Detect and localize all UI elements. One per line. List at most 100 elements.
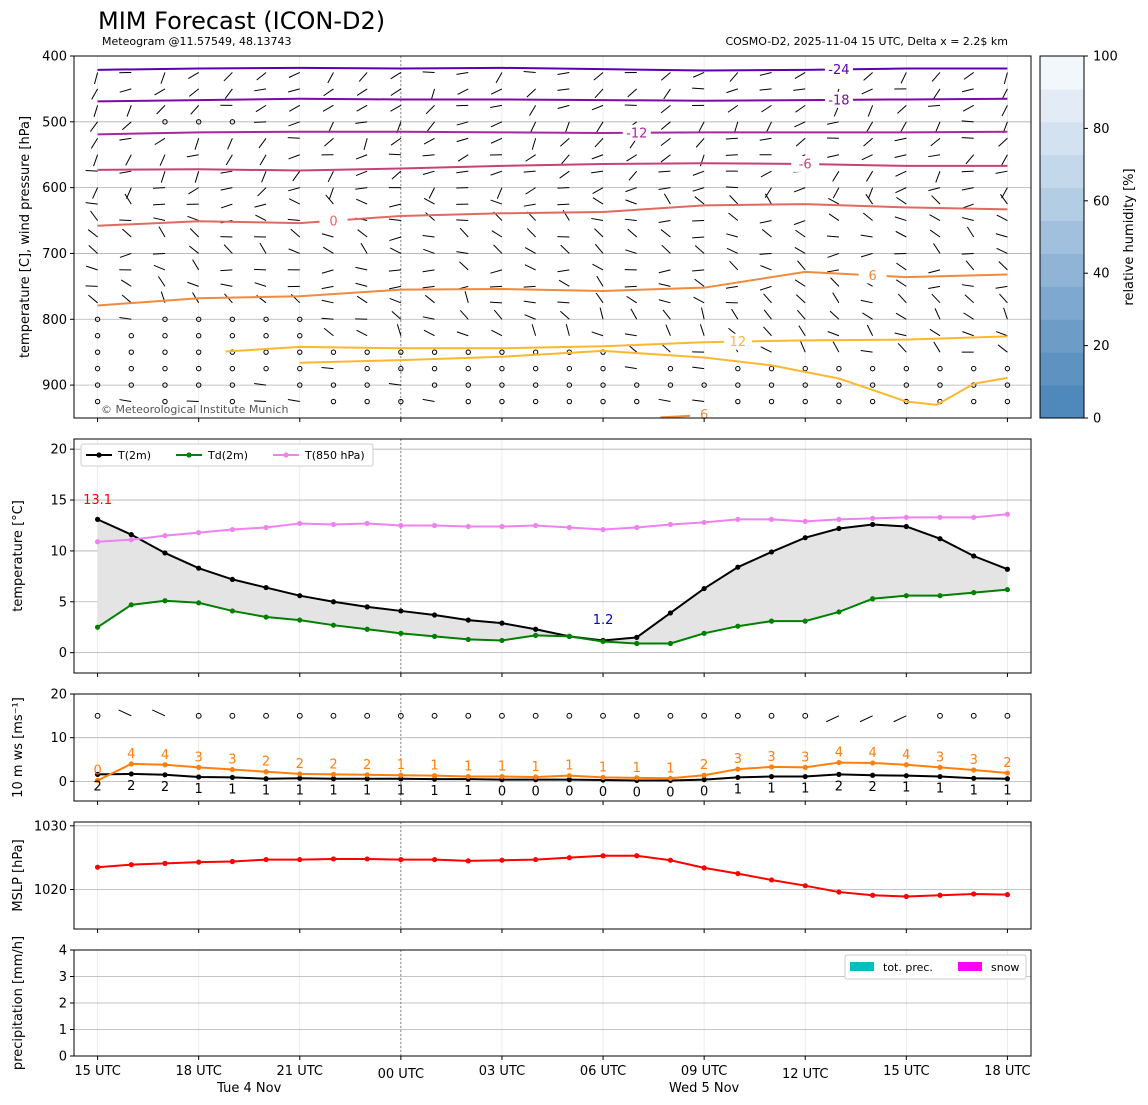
calm-wind-circle [600, 382, 606, 388]
wind-barb [531, 324, 537, 336]
calm-wind-circle [869, 398, 876, 405]
annotation-min: 1.2 [593, 613, 614, 628]
wind-barb [763, 326, 772, 337]
surface-wind-barb [893, 715, 907, 723]
wind-barb [860, 252, 873, 258]
gust-value-label: 1 [532, 760, 540, 775]
data-point-t850 [600, 526, 606, 533]
data-point-mslp [297, 856, 303, 863]
panel-border [73, 693, 1032, 802]
data-point-mean-wind [1004, 776, 1011, 782]
wind-barb [526, 88, 536, 98]
wind-barb [561, 154, 570, 165]
gust-value-label: 1 [430, 759, 438, 774]
copyright-note: © Meteorological Institute Munich [101, 403, 288, 416]
data-point-mslp [94, 864, 101, 870]
wind-barb [91, 88, 99, 100]
data-point-t850 [162, 533, 168, 539]
wind-barb [525, 187, 536, 195]
data-point-mslp [1004, 892, 1011, 898]
gust-value-label: 1 [397, 758, 405, 773]
data-point-t850 [196, 530, 202, 536]
wind-barb [625, 249, 637, 254]
wind-barb [188, 72, 199, 79]
wind-barb [557, 88, 570, 91]
wind-barb [323, 88, 334, 97]
wind-barb [627, 228, 638, 238]
calm-wind-circle [634, 382, 640, 388]
wind-barb [355, 282, 368, 287]
precipitation-panel: tot. prec. snow 0 1 2 3 4 precipitation [mm/h] [11, 936, 1032, 1070]
surface-calm-circle [364, 712, 371, 719]
wind-barb [456, 219, 469, 222]
gust-value-label: 3 [970, 753, 978, 768]
y-tick-label-3: 15 [50, 494, 67, 509]
wind-barb [998, 137, 1008, 147]
surface-calm-circle [296, 712, 303, 719]
colorbar-tick-label-2: 40 [1093, 267, 1110, 282]
temperature-panel: 13.1 1.2 T(2m) Td(2m) T(850 hPa) 0 5 10 15 20 temp… [11, 438, 1032, 677]
data-point-t850 [297, 520, 303, 527]
wind-barb [396, 324, 402, 336]
wind-barb [961, 252, 974, 255]
y-tick-label-2: 10 [50, 544, 67, 559]
colorbar-band-1 [1040, 352, 1084, 386]
wind-barb [729, 260, 739, 271]
wind-barb [930, 137, 941, 147]
wind-barb [358, 72, 368, 82]
wind-barb [153, 264, 166, 271]
wind-barb [759, 137, 772, 141]
wind-barb [765, 121, 772, 133]
wind-barb [523, 285, 536, 288]
wind-barb [422, 71, 435, 73]
wind-barb [1003, 72, 1008, 85]
y-axis-label: 10 m ws [ms⁻¹] [11, 697, 26, 798]
wind-barb [119, 399, 132, 403]
wind-barb [325, 194, 334, 205]
wind-barb [256, 72, 267, 81]
wind-barb [254, 268, 267, 271]
wind-barb [558, 279, 570, 287]
data-point-gusts [836, 759, 842, 766]
calm-wind-circle [229, 365, 236, 372]
series-line-td2m [97, 588, 1008, 645]
data-point-t2m [802, 535, 808, 541]
calm-wind-circle [94, 398, 101, 405]
wind-barb [900, 121, 907, 133]
calm-wind-circle [364, 398, 370, 405]
data-point-td2m [836, 609, 842, 615]
wind-barb [187, 281, 199, 287]
wind-barb [592, 197, 604, 205]
wind-barb [423, 248, 435, 254]
gust-value-label: 4 [127, 747, 135, 762]
data-point-gusts [600, 774, 606, 781]
wind-barb [725, 137, 738, 140]
wind-barb [866, 324, 874, 336]
data-point-td2m [465, 636, 471, 643]
calm-wind-circle [195, 316, 202, 322]
wind-barb [87, 229, 98, 238]
wind-barb [355, 154, 368, 160]
series-line-t850 [97, 513, 1008, 543]
wind-barb [1003, 307, 1008, 320]
calm-wind-circle [836, 382, 842, 388]
wind-barb [726, 233, 738, 238]
wind-barb [759, 88, 772, 91]
wind-barb [760, 170, 772, 178]
wind-barb [152, 187, 166, 189]
calm-wind-circle [600, 398, 606, 405]
wind-barb [660, 72, 671, 81]
y-axis-label: precipitation [mm/h] [11, 936, 26, 1070]
data-point-t2m [263, 584, 269, 591]
y-tick-label-1: 5 [59, 595, 67, 610]
figure-subtitle-left: Meteogram @11.57549, 48.13743 [102, 35, 292, 48]
data-point-mean-wind [802, 773, 808, 780]
wind-barb [594, 243, 604, 254]
y-tick-label-2: 20 [50, 688, 67, 703]
data-point-mean-wind [903, 773, 909, 779]
wind-barb [389, 297, 402, 304]
humidity-colorbar: 0 20 40 60 80 100 relative humidity [%] [1039, 50, 1137, 427]
wind-barb [557, 301, 570, 304]
data-point-mean-wind [836, 771, 842, 777]
wind-barb [591, 170, 604, 174]
